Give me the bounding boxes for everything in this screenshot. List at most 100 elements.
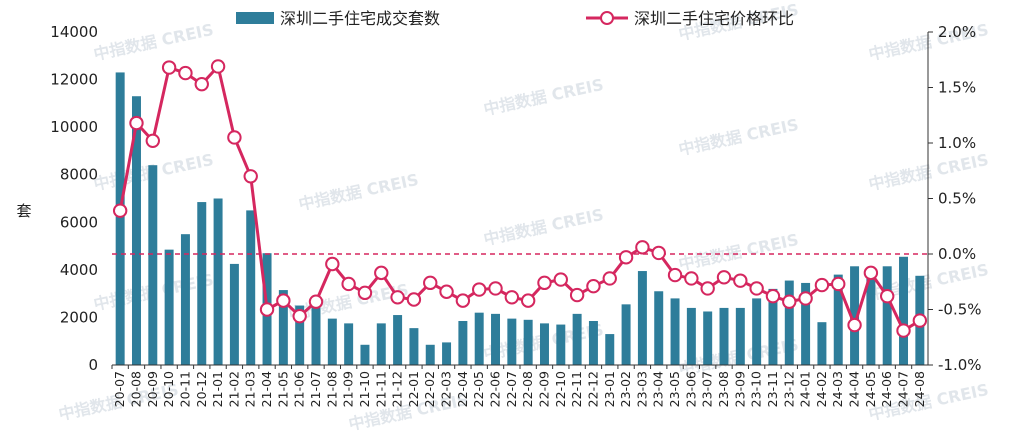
x-tick-label: 22-01 [406, 371, 421, 407]
bar [213, 198, 223, 365]
bar [360, 344, 370, 365]
line-point [439, 284, 454, 299]
y-right-tick-label: 1.0% [938, 134, 976, 152]
line-point [276, 293, 291, 308]
y-left-tick-label: 4000 [60, 261, 98, 279]
bar [719, 307, 729, 365]
bar [278, 290, 288, 365]
bar [899, 256, 909, 365]
x-tick-label: 21-12 [390, 371, 405, 407]
x-tick-label: 23-10 [749, 371, 764, 407]
x-tick-label: 21-05 [275, 371, 290, 407]
bar-series [115, 72, 925, 365]
bar [507, 318, 517, 365]
line-point [569, 287, 585, 303]
y-left-tick-label: 14000 [50, 23, 98, 41]
bar [833, 274, 843, 365]
x-tick-label: 22-12 [585, 371, 600, 407]
line-point [847, 317, 862, 333]
line-point [292, 308, 307, 324]
x-tick-label: 22-08 [520, 371, 535, 407]
x-tick-label: 23-05 [667, 371, 682, 407]
x-tick-label: 20-07 [112, 371, 127, 407]
line-point [504, 290, 520, 305]
x-tick-label: 24-08 [912, 371, 927, 407]
x-tick-label: 24-03 [830, 371, 845, 407]
y-left-tick-label: 0 [88, 356, 98, 374]
x-tick-label: 21-01 [210, 371, 225, 407]
line-point [112, 203, 128, 218]
bar [752, 298, 762, 365]
bar [197, 202, 207, 365]
y-axis-left: 0 2000 4000 6000 8000 10000 12000 14000 [50, 23, 98, 374]
bar [588, 320, 598, 365]
bar [229, 263, 239, 365]
y-axis-right: 2.0% 1.5% 1.0% 0.5% 0.0% -0.5% -1.0% [927, 23, 982, 374]
bar [474, 312, 484, 365]
y-right-tick-label: 2.0% [938, 23, 976, 41]
bar [344, 323, 354, 365]
line-point [651, 245, 666, 261]
line-point [210, 59, 226, 74]
bar [376, 323, 386, 365]
x-tick-label: 22-07 [504, 371, 519, 407]
x-tick-label: 21-09 [341, 371, 356, 407]
bar [491, 313, 501, 365]
bar [295, 305, 305, 365]
bar [246, 210, 256, 365]
legend: 深圳二手住宅成交套数 深圳二手住宅价格环比 [236, 9, 794, 28]
bar [572, 313, 582, 365]
line-point [472, 282, 487, 297]
bar [393, 315, 403, 365]
x-tick-label: 23-02 [618, 371, 633, 407]
x-tick-label: 23-01 [602, 371, 617, 407]
x-tick-label: 23-08 [716, 371, 731, 407]
y-left-tick-label: 6000 [60, 213, 98, 231]
bar [866, 278, 876, 365]
watermark-text: 中指数据 CREIS [867, 150, 990, 194]
x-tick-label: 22-11 [569, 371, 584, 407]
line-point [684, 271, 699, 286]
legend-bar-swatch [236, 12, 274, 24]
x-tick-label: 23-07 [700, 371, 715, 407]
line-point [325, 256, 340, 272]
x-tick-label: 21-06 [292, 371, 307, 407]
line-point [782, 294, 797, 309]
x-tick-label: 22-04 [455, 371, 470, 407]
line-point [390, 290, 405, 305]
x-tick-label: 24-06 [879, 371, 894, 407]
watermark-text: 中指数据 CREIS [677, 115, 800, 159]
x-tick-label: 22-09 [536, 371, 551, 407]
bar [556, 324, 566, 365]
line-point [700, 281, 715, 296]
line-point [537, 275, 552, 291]
line-point [308, 294, 324, 309]
line-point [259, 302, 275, 317]
bar [458, 320, 468, 365]
line-point [798, 291, 813, 306]
watermark-text: 中指数据 CREIS [482, 75, 605, 119]
line-point [227, 130, 242, 145]
line-point [161, 60, 177, 75]
x-axis: 20-07 20-08 20-09 20-10 20-11 20-12 21-01 21-02… [111, 365, 927, 407]
bar [654, 291, 664, 365]
y-right-tick-label: 0.5% [938, 190, 976, 208]
x-tick-label: 20-09 [145, 371, 160, 407]
bar [148, 165, 158, 365]
x-tick-label: 21-02 [226, 371, 241, 407]
bar [882, 266, 892, 365]
x-tick-label: 24-05 [863, 371, 878, 407]
line-point [357, 285, 373, 301]
x-tick-label: 22-03 [439, 371, 454, 407]
bar [801, 282, 811, 365]
x-tick-label: 21-08 [324, 371, 339, 407]
bar [784, 280, 794, 365]
x-tick-label: 22-05 [471, 371, 486, 407]
y-right-tick-label: 1.5% [938, 79, 976, 97]
x-tick-label: 24-07 [896, 371, 911, 407]
y-right-tick-label: -1.0% [938, 356, 982, 374]
watermark-text: 中指数据 CREIS [677, 230, 800, 274]
line-point [635, 240, 650, 255]
bar [735, 307, 745, 365]
